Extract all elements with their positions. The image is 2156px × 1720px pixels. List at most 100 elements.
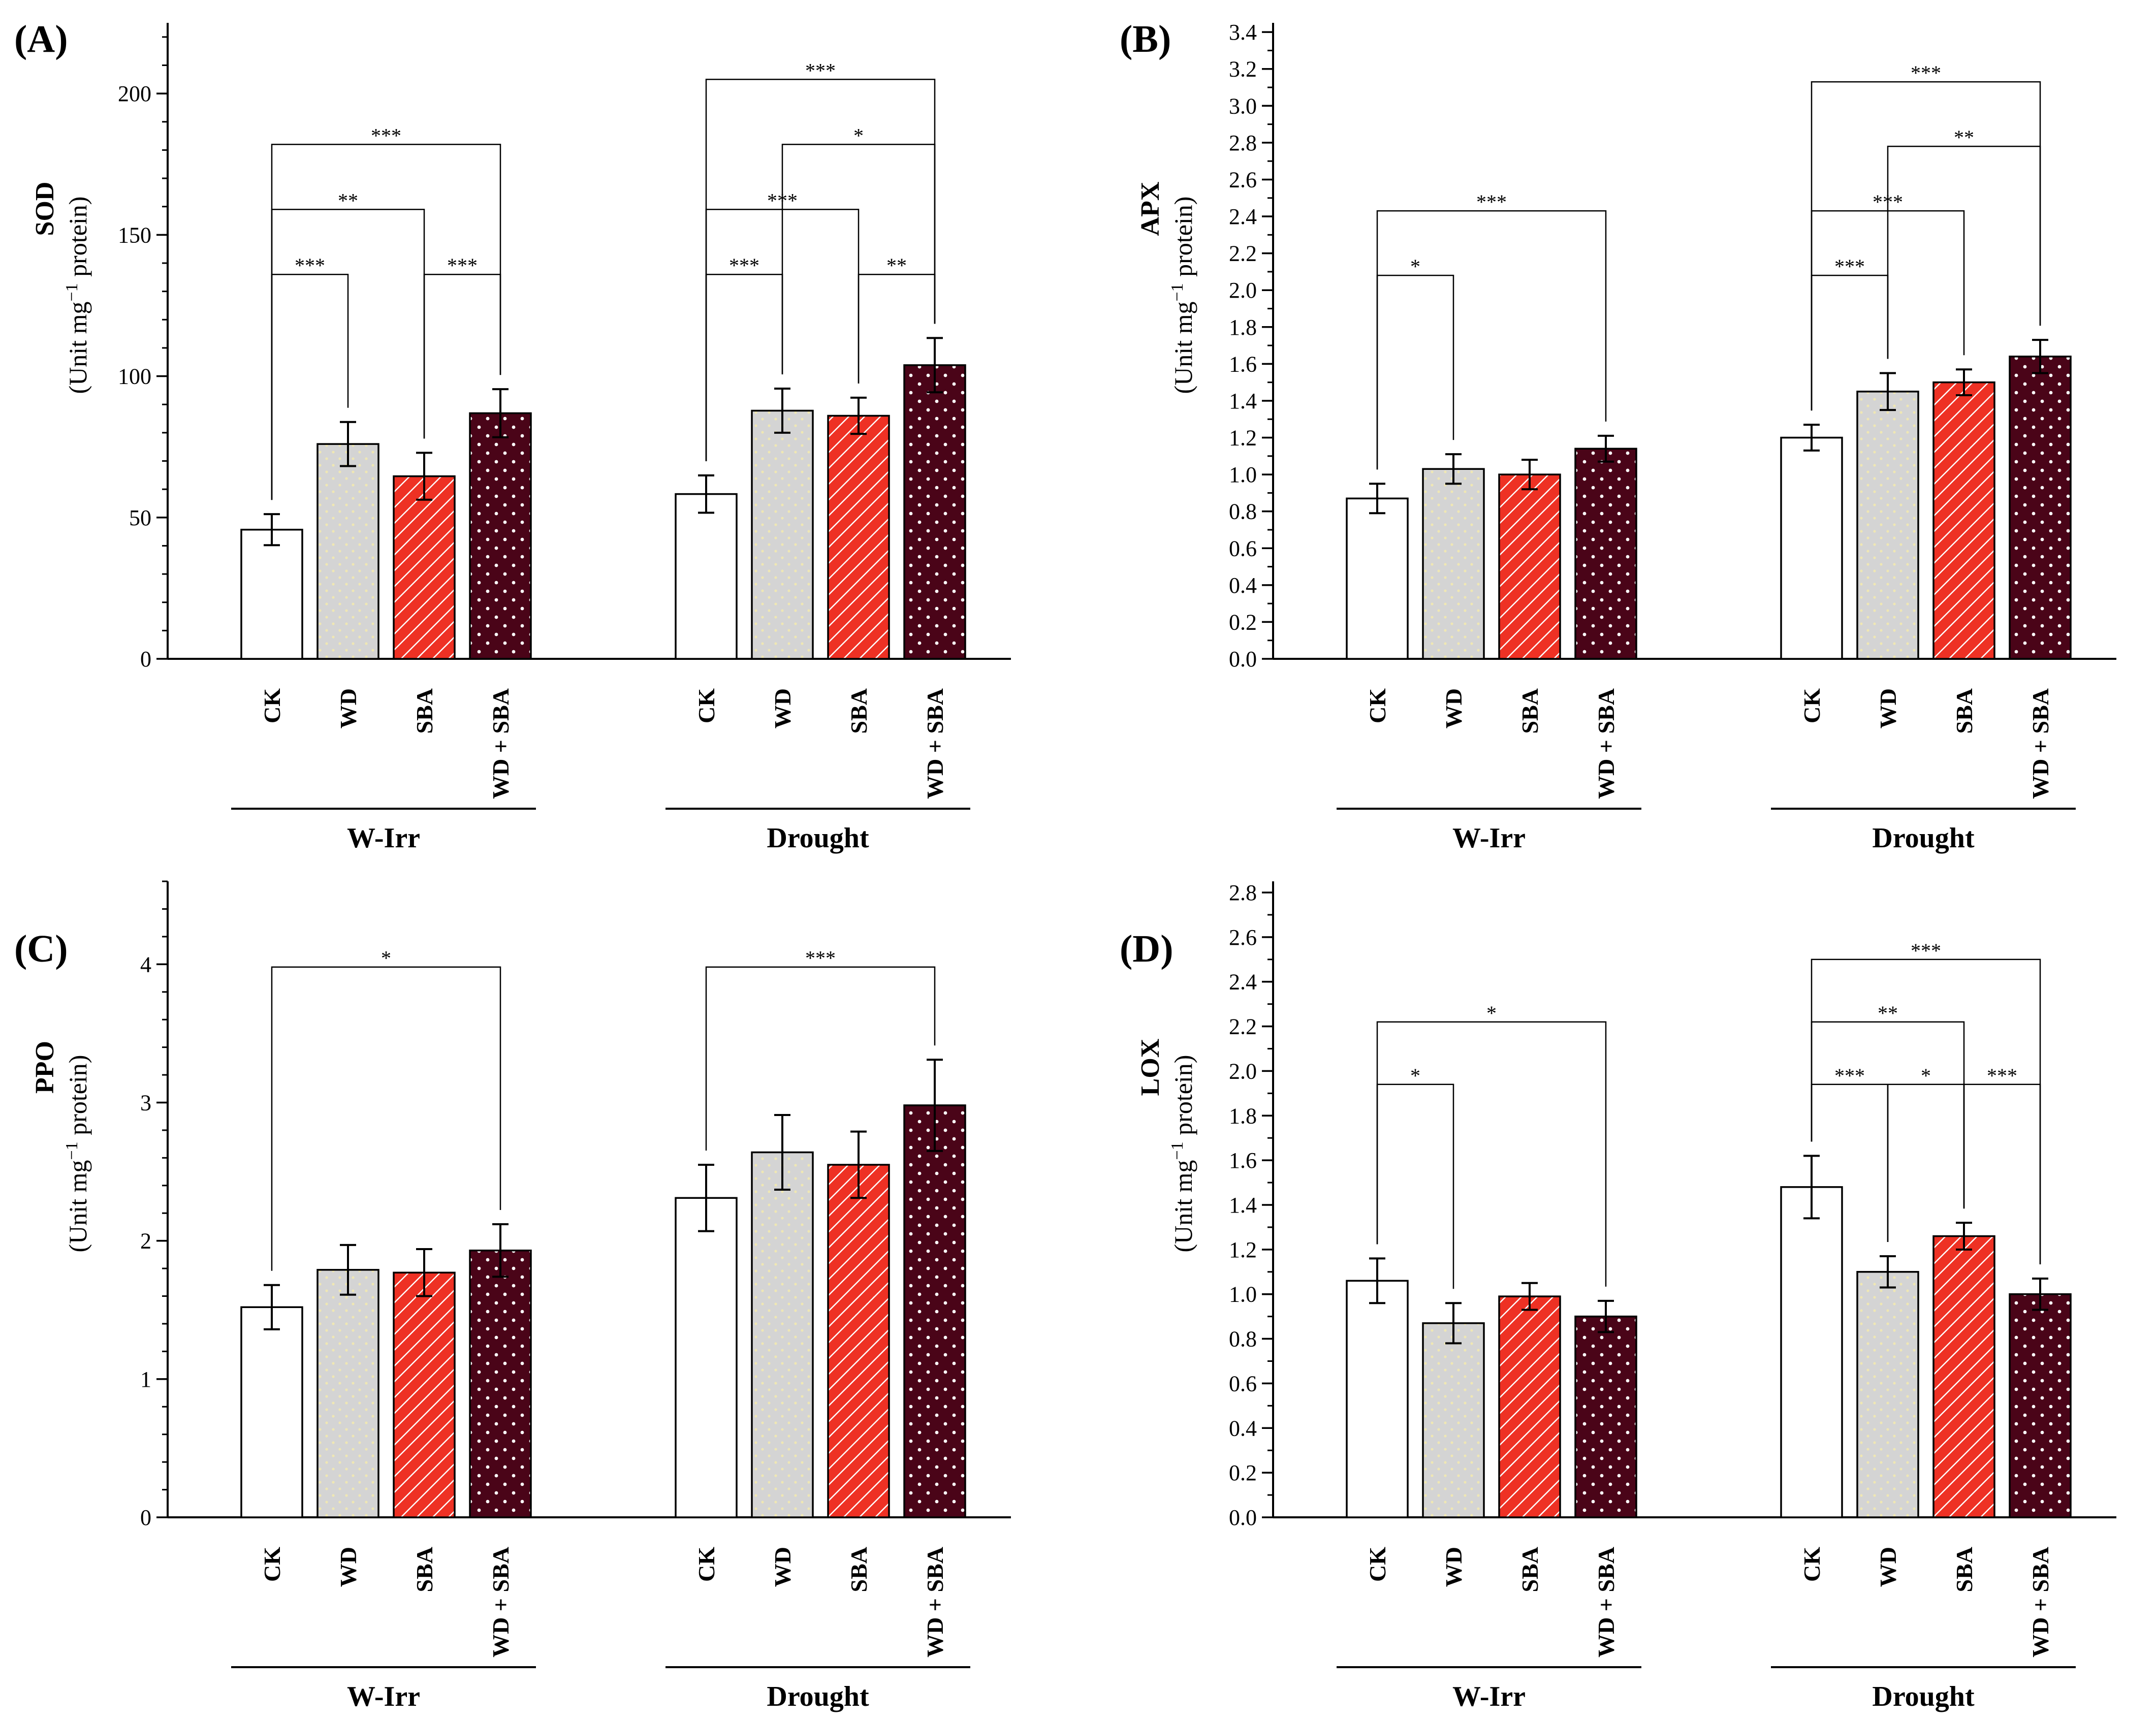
- panel-label: (A): [14, 18, 68, 60]
- significance-label: ***: [1834, 255, 1865, 278]
- error-bar-ck-w-irr: [1369, 1257, 1385, 1304]
- y-tick-label: 3.2: [1229, 57, 1257, 82]
- bar-pattern-wd-w-irr: [1423, 1323, 1484, 1517]
- error-bar-wd-drought: [774, 388, 790, 434]
- significance-bracket: ***: [1376, 190, 1607, 470]
- x-tick-label-sba-drought: SBA: [1951, 688, 1977, 734]
- error-bar-ck-drought: [698, 474, 714, 514]
- bar-pattern-wd-w-irr: [318, 1269, 378, 1517]
- y-tick-label: 1.8: [1229, 1103, 1257, 1128]
- y-tick-label: 0.6: [1229, 536, 1257, 561]
- x-tick-label-wd-sba-w-irr: WD + SBA: [488, 688, 514, 799]
- error-bar-wd-w-irr: [1445, 1302, 1462, 1345]
- bar-ck-w-irr: [1347, 498, 1408, 659]
- bar-pattern-wd-sba-drought: [904, 1105, 965, 1517]
- bar-ck-w-irr: [241, 1307, 302, 1517]
- y-tick-label: 1.2: [1229, 426, 1257, 451]
- y-tick-label: 200: [118, 81, 151, 106]
- bar-pattern-sba-drought: [1933, 382, 1994, 659]
- bar-pattern-sba-w-irr: [394, 476, 455, 659]
- significance-bracket: ***: [705, 59, 936, 461]
- x-tick-label-sba-w-irr: SBA: [1517, 1547, 1543, 1592]
- error-bar-sba-drought: [850, 1130, 867, 1199]
- y-axis-label: PPO: [30, 1041, 59, 1094]
- group-label-w-irr: W-Irr: [347, 822, 420, 854]
- y-axis-label: LOX: [1136, 1039, 1165, 1096]
- significance-label: *: [1486, 1002, 1497, 1025]
- bar-pattern-wd-sba-w-irr: [470, 413, 531, 659]
- bracket-line: [1376, 274, 1454, 470]
- x-tick-label-wd-drought: WD: [770, 688, 796, 728]
- significance-bracket: ***: [271, 124, 501, 500]
- y-tick-label: 1.6: [1229, 352, 1257, 376]
- significance-bracket: *: [271, 947, 501, 1271]
- panel-label: (D): [1120, 928, 1174, 970]
- bar-pattern-sba-drought: [828, 1164, 889, 1517]
- error-bar-wd-sba-drought: [927, 337, 943, 394]
- bar-pattern-wd-w-irr: [318, 444, 378, 659]
- y-tick-label: 2.0: [1229, 278, 1257, 303]
- error-bar-wd-drought: [1880, 372, 1896, 411]
- significance-label: **: [1954, 126, 1974, 149]
- significance-label: *: [381, 947, 391, 970]
- x-tick-label-wd-sba-drought: WD + SBA: [2027, 688, 2053, 799]
- y-axis-unit: (Unit mg−1 protein): [1168, 1055, 1198, 1253]
- y-tick-label: 2.4: [1229, 970, 1257, 995]
- y-tick-label: 0: [140, 1505, 151, 1530]
- x-tick-label-sba-w-irr: SBA: [411, 688, 437, 734]
- y-tick-label: 2.2: [1229, 1014, 1257, 1039]
- y-tick-label: 1.6: [1229, 1148, 1257, 1173]
- bracket-line: [1376, 1021, 1607, 1287]
- significance-label: ***: [805, 947, 836, 970]
- x-tick-label-sba-drought: SBA: [846, 688, 872, 734]
- significance-label: *: [1410, 255, 1420, 278]
- y-tick-label: 150: [118, 222, 151, 247]
- error-bar-sba-w-irr: [416, 1248, 432, 1297]
- y-tick-label: 3: [140, 1090, 151, 1115]
- x-tick-label-ck-drought: CK: [693, 688, 719, 723]
- error-bar-ck-drought: [698, 1163, 714, 1232]
- bracket-line: [1887, 1084, 1965, 1243]
- x-tick-label-wd-drought: WD: [1875, 1547, 1901, 1587]
- significance-bracket: ***: [1811, 939, 2041, 1264]
- panel-label: (C): [14, 928, 68, 970]
- significance-bracket: **: [858, 254, 936, 384]
- x-groups: W-Irr Drought: [1337, 1666, 2076, 1712]
- y-tick-label: 0.4: [1229, 1416, 1257, 1441]
- bar-pattern-wd-drought: [752, 1152, 813, 1517]
- y-tick-label: 2.6: [1229, 925, 1257, 950]
- bar-pattern-sba-drought: [828, 416, 889, 659]
- significance-label: *: [1921, 1064, 1931, 1087]
- x-tick-label-sba-w-irr: SBA: [1517, 688, 1543, 734]
- y-axis-unit-post: protein): [1169, 1055, 1197, 1142]
- x-tick-label-wd-sba-w-irr: WD + SBA: [488, 1547, 514, 1658]
- significance-label: ***: [1987, 1064, 2017, 1087]
- y-tick-label: 2.2: [1229, 241, 1257, 266]
- y-axis-unit-sup: −1: [62, 283, 81, 301]
- bar-pattern-wd-drought: [752, 410, 813, 659]
- bracket-line: [1811, 81, 2041, 411]
- significance-label: ***: [1911, 939, 1941, 962]
- x-tick-label-wd-w-irr: WD: [335, 688, 361, 728]
- error-bar-wd-sba-drought: [927, 1059, 943, 1152]
- x-tick-label-sba-w-irr: SBA: [411, 1547, 437, 1592]
- group-label-w-irr: W-Irr: [1452, 822, 1526, 854]
- error-bar-wd-sba-w-irr: [1598, 1299, 1614, 1333]
- y-axis-unit-post: protein): [1169, 197, 1197, 283]
- significance-bracket: ***: [1963, 1064, 2041, 1264]
- y-axis-unit-pre: (Unit mg: [1169, 302, 1197, 394]
- bar-pattern-sba-w-irr: [1499, 474, 1560, 659]
- significance-bracket: *: [1376, 1002, 1607, 1287]
- error-bar-ck-w-irr: [264, 513, 280, 547]
- y-tick-label: 2.8: [1229, 131, 1257, 155]
- bar-ck-drought: [1781, 1187, 1842, 1517]
- bracket-line: [1376, 210, 1607, 470]
- significance-bracket: ***: [423, 254, 501, 439]
- y-tick-label: 2.8: [1229, 880, 1257, 905]
- y-tick-label: 1.2: [1229, 1237, 1257, 1262]
- significance-label: **: [886, 254, 907, 277]
- significance-label: ***: [371, 124, 401, 147]
- x-tick-label-ck-drought: CK: [1799, 1547, 1825, 1582]
- x-tick-label-wd-w-irr: WD: [1441, 688, 1467, 728]
- significance-label: ***: [1834, 1064, 1865, 1087]
